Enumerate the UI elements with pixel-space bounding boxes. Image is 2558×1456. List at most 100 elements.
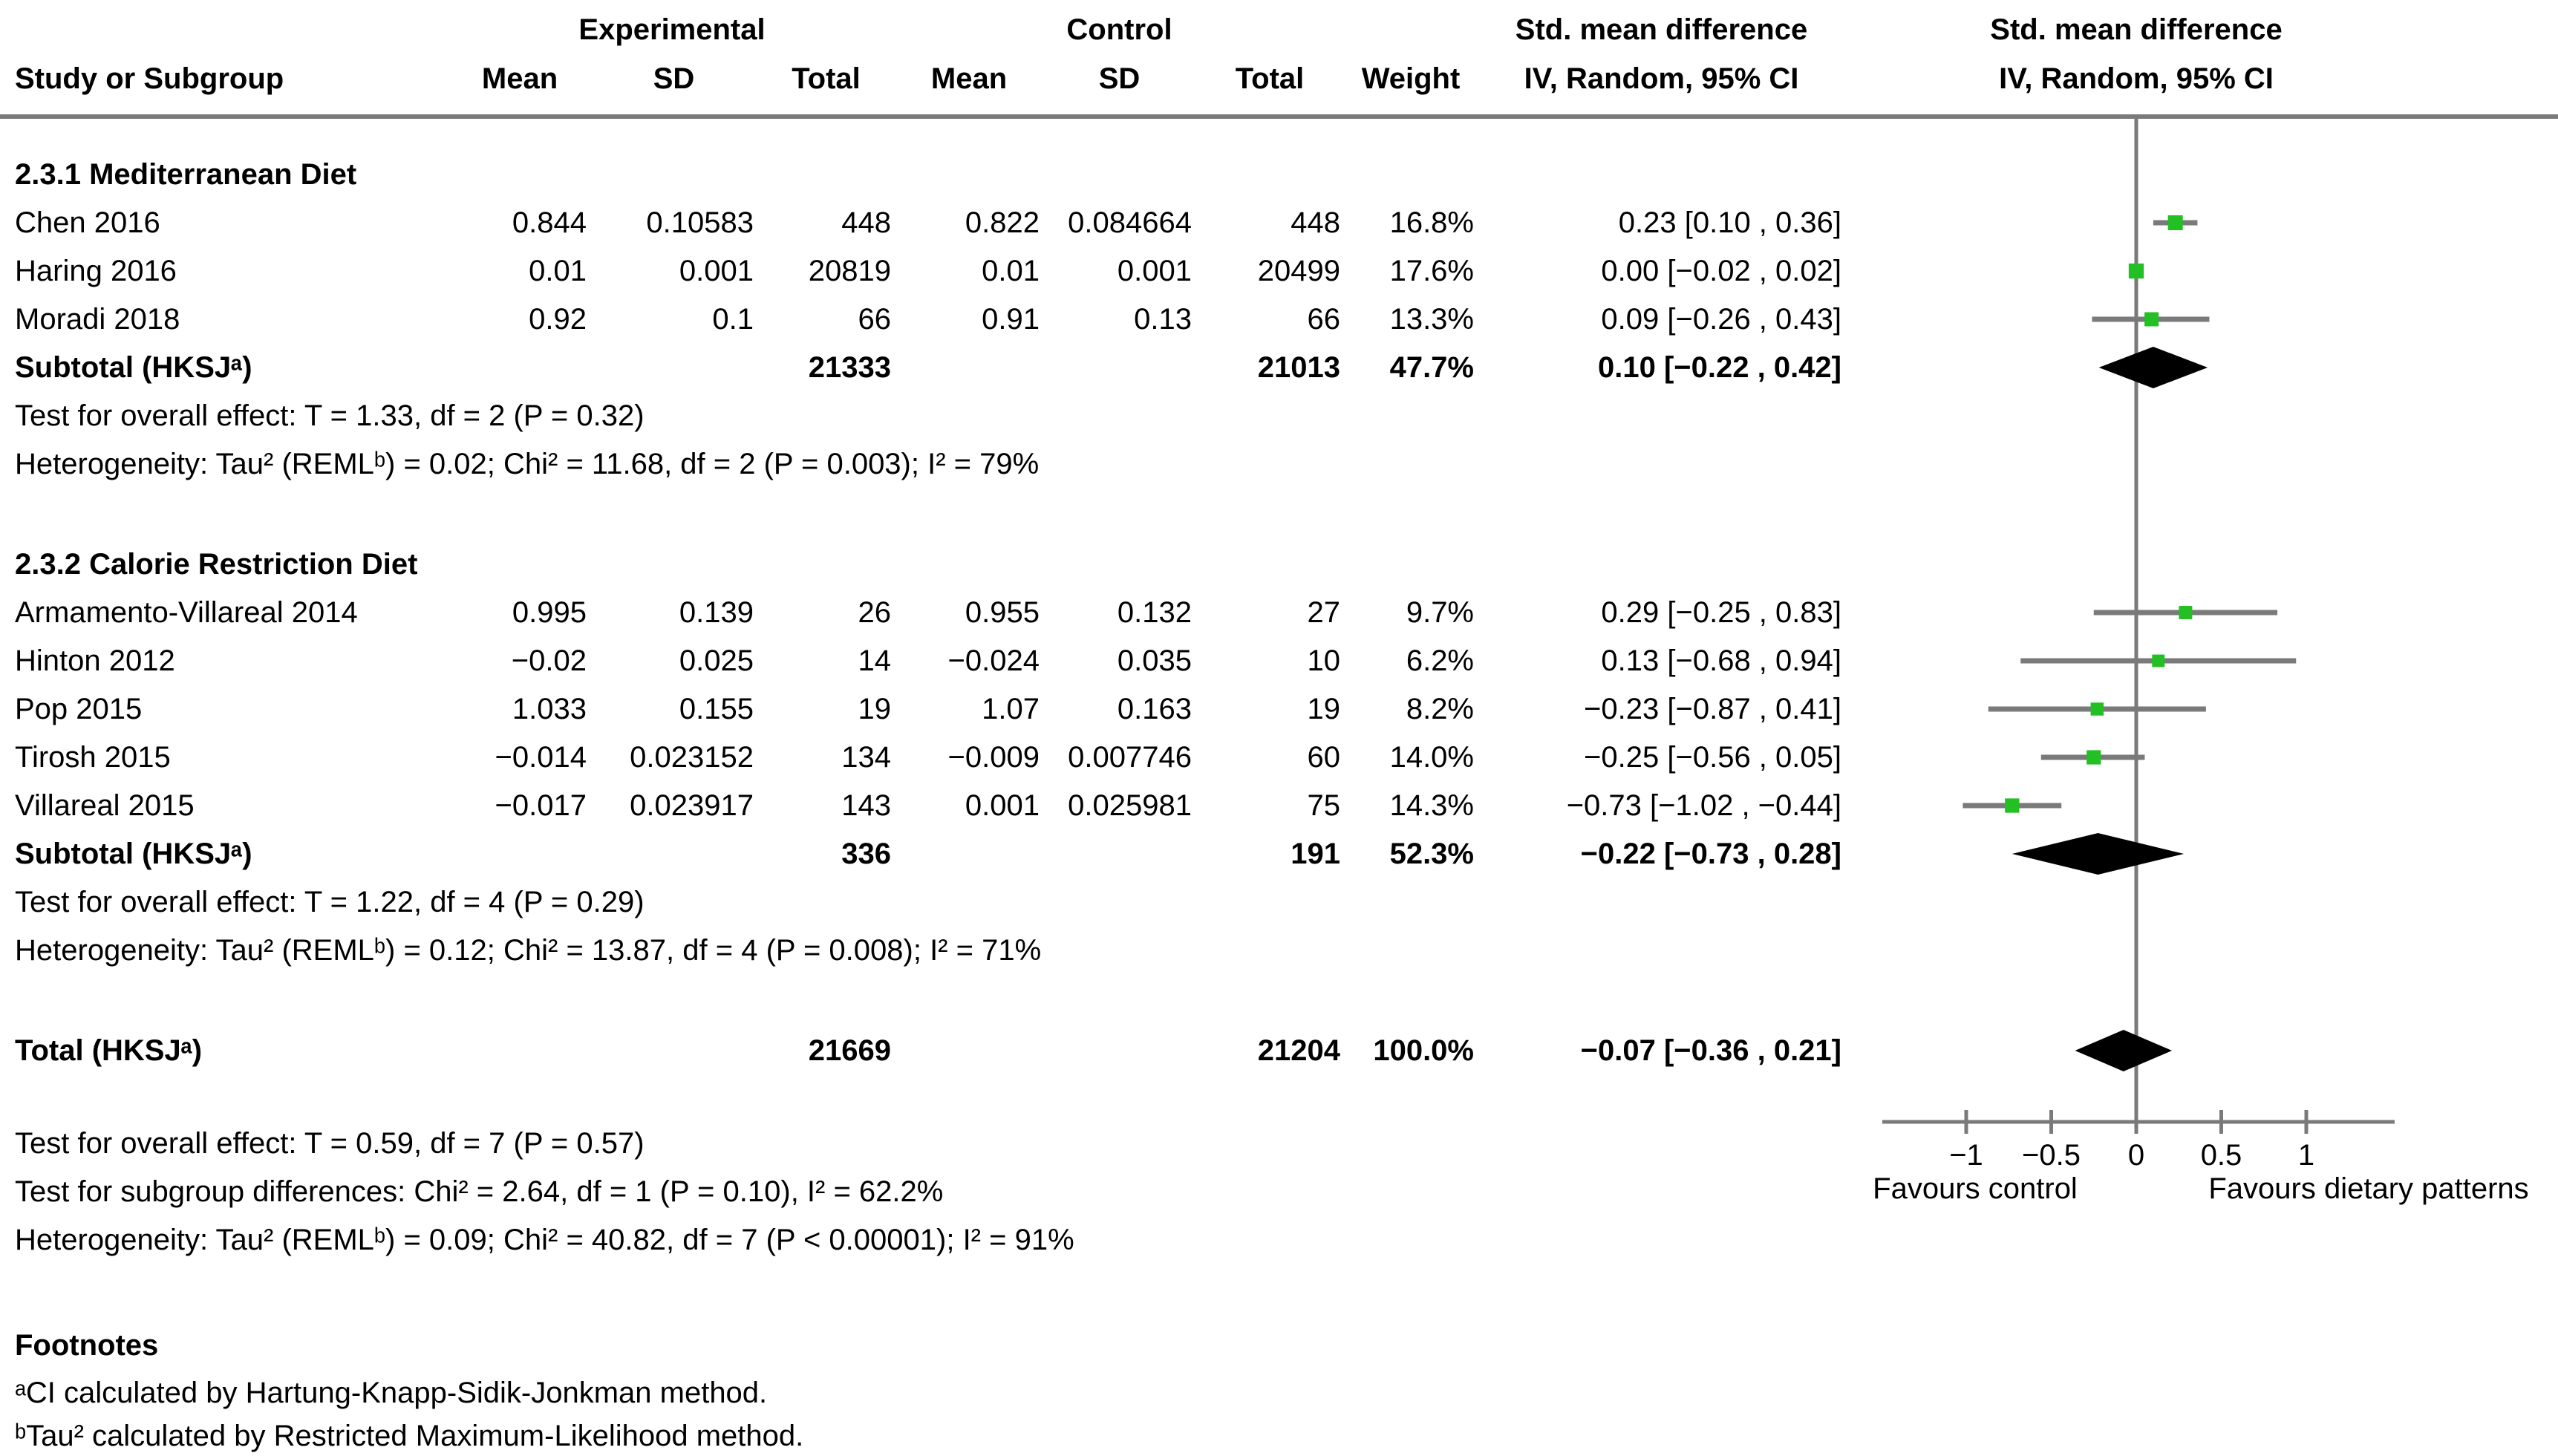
- header-weight: Weight: [1361, 62, 1461, 95]
- study-name-cell: Chen 2016: [15, 206, 160, 239]
- effect-marker-pop2015: [2090, 702, 2104, 716]
- ci-text-cell: −0.73 [−1.02 , −0.44]: [1566, 789, 1841, 822]
- weight-cell: 100.0%: [1373, 1034, 1474, 1067]
- sd-experimental-cell: 0.025: [679, 644, 754, 677]
- mean-experimental-cell: −0.014: [495, 741, 587, 774]
- ci-text-cell: −0.22 [−0.73 , 0.28]: [1580, 838, 1841, 870]
- axis-tick: [2049, 1110, 2053, 1134]
- ci-line-haring2016: [2133, 268, 2140, 274]
- header-study-or-subgroup: Study or Subgroup: [15, 62, 284, 95]
- statistics-note: Test for overall effect: T = 1.22, df = …: [15, 886, 645, 918]
- header-mean-control: Mean: [930, 62, 1008, 95]
- axis-tick: [2219, 1110, 2223, 1134]
- mean-control-cell: 1.07: [982, 693, 1040, 725]
- effect-marker-armamento2014: [2179, 606, 2193, 619]
- statistics-note: Heterogeneity: Tau² (REMLᵇ) = 0.02; Chi²…: [15, 448, 1040, 480]
- axis-tick: [1964, 1110, 1968, 1134]
- total-experimental-cell: 336: [841, 838, 891, 870]
- mean-experimental-cell: 0.844: [512, 206, 587, 239]
- sd-control-cell: 0.007746: [1068, 741, 1192, 774]
- ci-text-cell: 0.09 [−0.26 , 0.43]: [1601, 303, 1841, 336]
- ci-line-hinton2012: [2020, 658, 2297, 664]
- mean-control-cell: −0.009: [947, 741, 1040, 774]
- study-name-cell: Subtotal (HKSJᵃ): [15, 351, 252, 384]
- total-control-cell: 75: [1307, 789, 1341, 822]
- statistics-note: Test for overall effect: T = 1.33, df = …: [15, 399, 645, 432]
- study-name-cell: Armamento-Villareal 2014: [15, 596, 358, 629]
- total-control-cell: 27: [1307, 596, 1341, 629]
- ci-text-cell: 0.00 [−0.02 , 0.02]: [1601, 255, 1841, 287]
- study-name-cell: Tirosh 2015: [15, 741, 171, 774]
- weight-cell: 9.7%: [1406, 596, 1474, 629]
- ci-line-tirosh2015: [2040, 754, 2145, 760]
- header-effect-title-plot: Std. mean difference: [1990, 13, 2283, 46]
- table-row: Moradi 2018 0.92 0.1 66 0.91 0.13 66 13.3% 0.09 …: [0, 298, 1841, 340]
- sd-control-cell: 0.035: [1117, 644, 1192, 677]
- study-name-cell: Villareal 2015: [15, 789, 195, 822]
- sd-control-cell: 0.084664: [1068, 206, 1192, 239]
- note-row: Test for overall effect: T = 1.22, df = …: [0, 881, 1841, 923]
- statistics-note: Test for overall effect: T = 0.59, df = …: [15, 1127, 645, 1160]
- ci-text-cell: 0.10 [−0.22 , 0.42]: [1597, 351, 1841, 384]
- x-axis-line: [1882, 1120, 2395, 1124]
- study-name-cell: Moradi 2018: [15, 303, 180, 336]
- ci-text-cell: 0.13 [−0.68 , 0.94]: [1601, 644, 1841, 677]
- effect-marker-moradi2018: [2144, 312, 2159, 327]
- header-total-control: Total: [1235, 62, 1305, 95]
- weight-cell: 14.3%: [1389, 789, 1474, 822]
- total-experimental-cell: 14: [858, 644, 892, 677]
- ci-line-chen2016: [2153, 220, 2198, 226]
- axis-tick-label: 0.5: [2200, 1139, 2242, 1172]
- axis-tick-label: 0: [2127, 1139, 2145, 1172]
- axis-tick-label: 1: [2297, 1139, 2315, 1172]
- total-control-cell: 60: [1307, 741, 1341, 774]
- section-row: 2.3.2 Calorie Restriction Diet: [0, 543, 1841, 585]
- header-sd-control: SD: [1098, 62, 1141, 95]
- table-row: Subtotal (HKSJᵃ) 21333 21013 47.7% 0.10 [−0.…: [0, 347, 1841, 388]
- study-name-cell: Hinton 2012: [15, 644, 175, 677]
- ci-line-villareal2015: [1962, 803, 2062, 809]
- total-experimental-cell: 21333: [808, 351, 891, 384]
- note-row: Test for subgroup differences: Chi² = 2.…: [0, 1171, 1841, 1212]
- total-control-cell: 19: [1307, 693, 1341, 725]
- weight-cell: 8.2%: [1406, 693, 1474, 725]
- pooled-diamond-subtotal_med: [2098, 347, 2208, 388]
- note-row: Heterogeneity: Tau² (REMLᵇ) = 0.09; Chi²…: [0, 1219, 1841, 1261]
- mean-control-cell: 0.91: [982, 303, 1040, 336]
- weight-cell: 14.0%: [1389, 741, 1474, 774]
- header-sd-experimental: SD: [653, 62, 695, 95]
- axis-tick-label: −0.5: [2022, 1139, 2081, 1172]
- favours-right-label: Favours dietary patterns: [2208, 1172, 2529, 1205]
- axis-tick: [2304, 1110, 2309, 1134]
- footnote-a: ᵃCI calculated by Hartung-Knapp-Sidik-Jo…: [15, 1377, 768, 1409]
- subgroup-label: 2.3.1 Mediterranean Diet: [15, 158, 357, 191]
- pooled-diamond-subtotal_cal: [2012, 833, 2185, 875]
- mean-experimental-cell: 0.995: [512, 596, 587, 629]
- mean-experimental-cell: 0.92: [529, 303, 587, 336]
- mean-control-cell: 0.001: [965, 789, 1040, 822]
- header-effect-method-text: IV, Random, 95% CI: [1524, 62, 1799, 95]
- table-row: Pop 2015 1.033 0.155 19 1.07 0.163 19 8.2% −0.23…: [0, 688, 1841, 730]
- total-control-cell: 21204: [1257, 1034, 1340, 1067]
- footnote-b: ᵇTau² calculated by Restricted Maximum-L…: [15, 1420, 804, 1452]
- ci-text-cell: 0.29 [−0.25 , 0.83]: [1601, 596, 1841, 629]
- header-total-experimental: Total: [792, 62, 861, 95]
- note-row: Test for overall effect: T = 0.59, df = …: [0, 1123, 1841, 1164]
- sd-experimental-cell: 0.139: [679, 596, 754, 629]
- header-separator-line: [0, 114, 2558, 119]
- sd-control-cell: 0.163: [1117, 693, 1192, 725]
- header-effect-method-plot: IV, Random, 95% CI: [1999, 62, 2274, 95]
- section-row: 2.3.1 Mediterranean Diet: [0, 154, 1841, 195]
- sd-control-cell: 0.001: [1117, 255, 1192, 287]
- sd-experimental-cell: 0.1: [712, 303, 754, 336]
- sd-experimental-cell: 0.023152: [630, 741, 754, 774]
- mean-control-cell: 0.955: [965, 596, 1040, 629]
- weight-cell: 13.3%: [1389, 303, 1474, 336]
- header-effect-title-text: Std. mean difference: [1515, 13, 1808, 46]
- table-row: Total (HKSJᵃ) 21669 21204 100.0% −0.07 [−0.3…: [0, 1030, 1841, 1071]
- total-control-cell: 191: [1291, 838, 1340, 870]
- study-name-cell: Subtotal (HKSJᵃ): [15, 838, 252, 870]
- sd-experimental-cell: 0.155: [679, 693, 754, 725]
- table-row: Armamento-Villareal 2014 0.995 0.139 26 0.95…: [0, 592, 1841, 633]
